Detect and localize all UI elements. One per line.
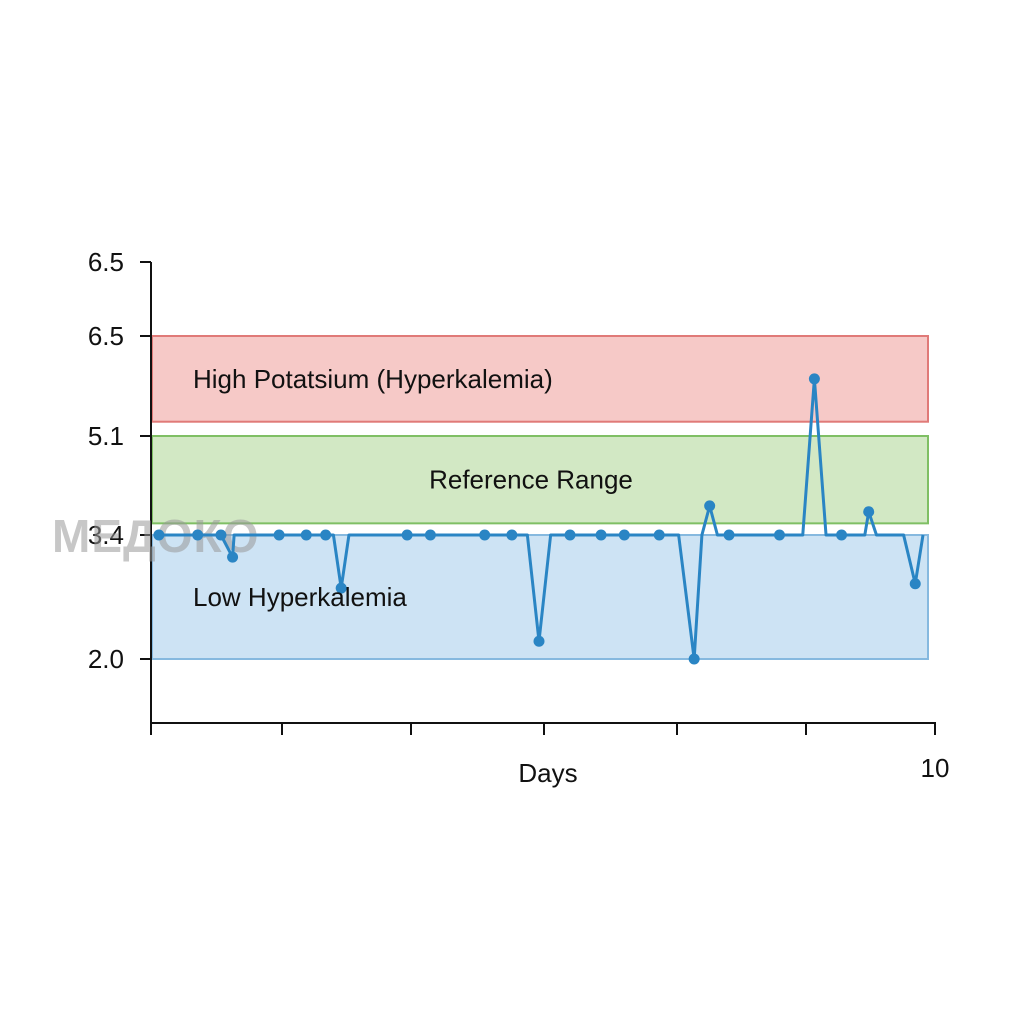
data-point-10 [479,529,491,541]
band-label-1: Reference Range [429,465,633,495]
data-point-5 [300,529,312,541]
y-tick-label-0: 6.5 [88,321,124,351]
data-point-15 [618,529,630,541]
data-point-16 [653,529,665,541]
band-1 [151,435,929,525]
x-axis-title: Days [518,758,577,788]
data-point-19 [723,529,735,541]
data-point-0 [153,529,165,541]
range-bands [151,335,929,660]
data-point-17 [688,653,700,665]
band-label-2: Low Hyperkalemia [193,582,407,612]
data-point-11 [506,529,518,541]
data-point-22 [836,529,848,541]
data-point-20 [773,529,785,541]
data-point-6 [320,529,332,541]
data-point-2 [215,529,227,541]
data-point-8 [401,529,413,541]
data-point-21 [808,373,820,385]
data-point-14 [595,529,607,541]
y-tick-label-1: 5.1 [88,421,124,451]
data-point-24 [909,578,921,590]
data-point-4 [273,529,285,541]
x-tick-label-6: 10 [921,753,950,783]
data-point-13 [564,529,576,541]
band-label-0: High Potatsium (Hyperkalemia) [193,364,553,394]
y-tick-label-4: 6.5 [88,247,124,277]
band-0 [151,335,929,423]
band-labels: High Potatsium (Hyperkalemia) Reference R… [193,364,633,612]
data-point-23 [863,506,875,518]
data-point-1 [192,529,204,541]
y-ticks: 6.5 5.1 3.4 2.0 6.5 [88,247,151,674]
data-point-7 [335,582,347,594]
data-point-18 [704,500,716,512]
y-tick-label-3: 2.0 [88,644,124,674]
data-point-12 [533,635,545,647]
band-2 [151,534,929,660]
series-layer [153,373,925,665]
data-point-3 [227,551,239,563]
data-point-9 [424,529,436,541]
y-tick-label-2: 3.4 [88,520,124,550]
x-ticks: 10 [150,723,950,783]
